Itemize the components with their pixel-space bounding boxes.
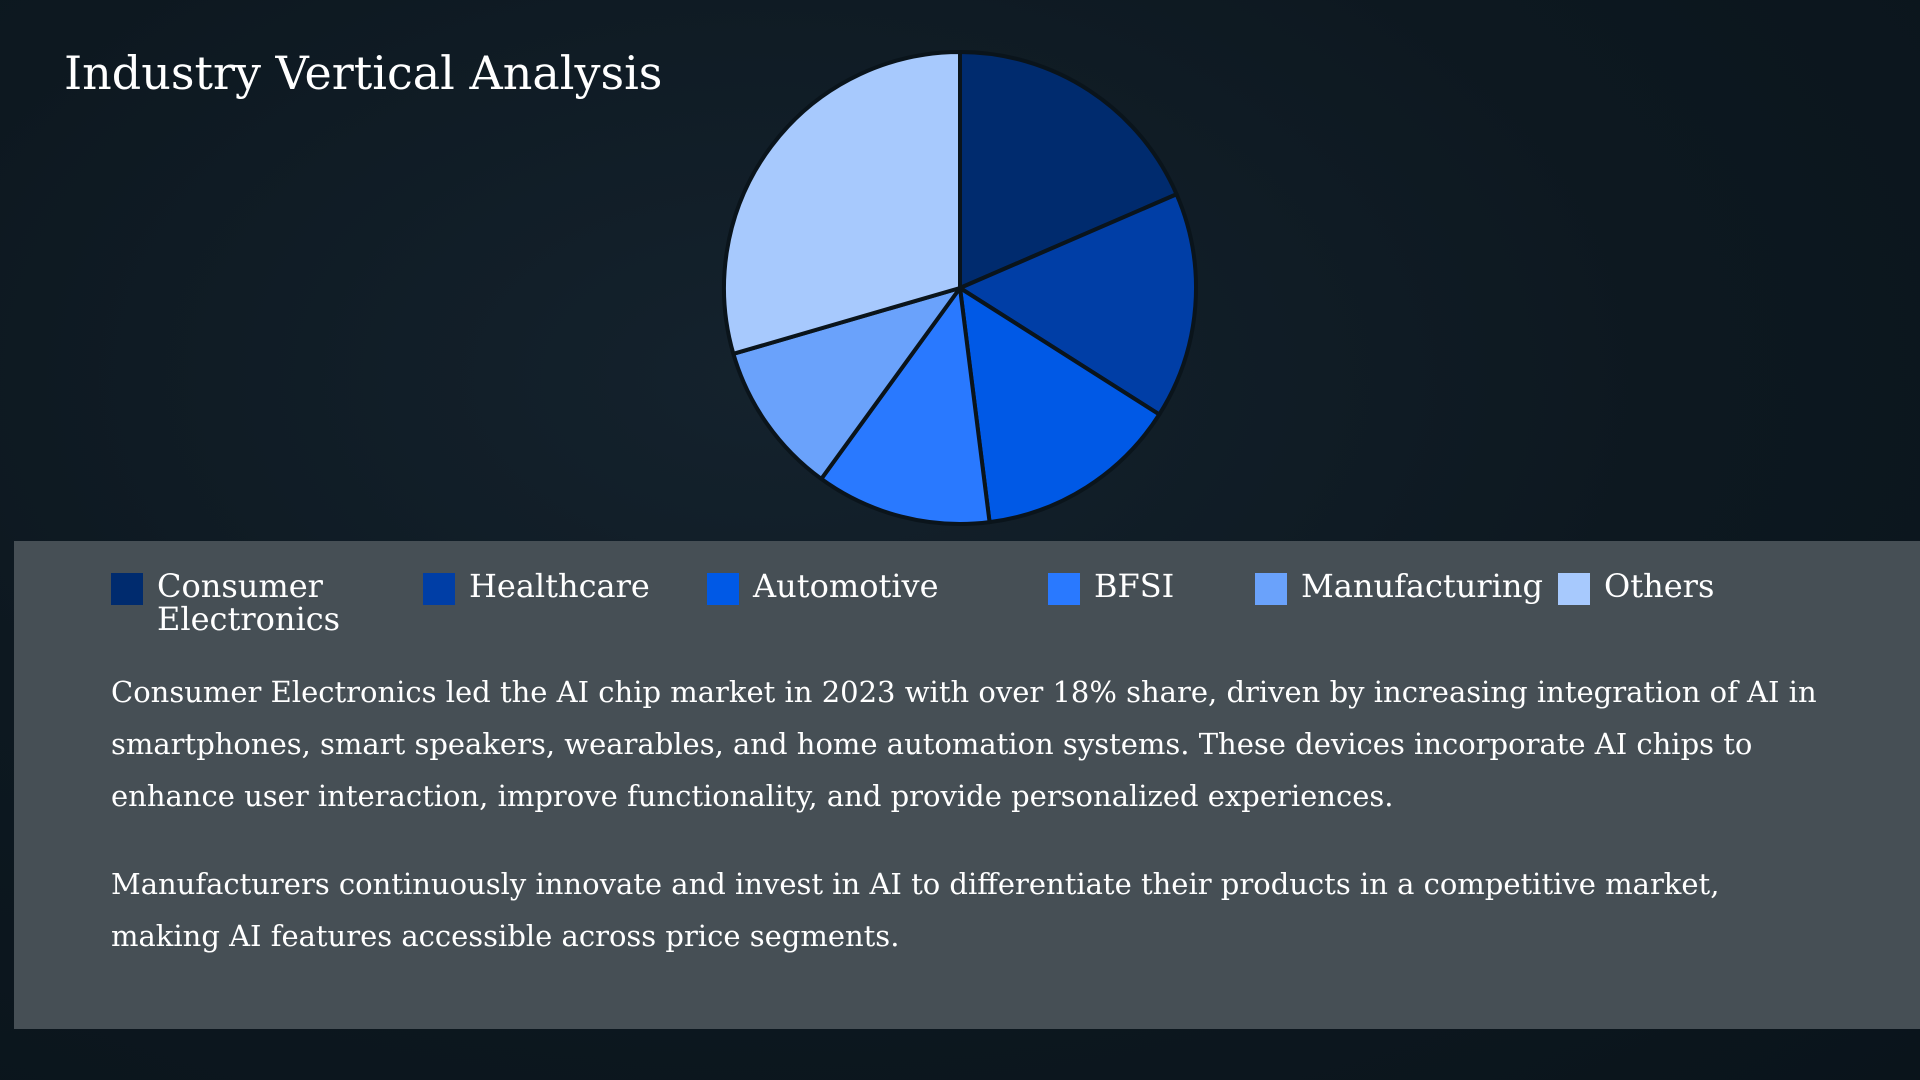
legend-item-manufacturing: Manufacturing [1255, 570, 1543, 605]
legend-swatch [111, 573, 143, 605]
legend-swatch [1558, 573, 1590, 605]
description-paragraph: Consumer Electronics led the AI chip mar… [111, 675, 1817, 813]
legend-label: Automotive [753, 567, 939, 605]
legend-item-others: Others [1558, 570, 1714, 605]
legend-swatch [423, 573, 455, 605]
description-paragraph: Manufacturers continuously innovate and … [111, 867, 1720, 953]
chart-legend: Consumer Electronics Healthcare Automoti… [14, 570, 1920, 640]
legend-label: Healthcare [469, 567, 650, 605]
pie-slice-manufacturing [731, 286, 962, 481]
legend-label: Manufacturing [1301, 567, 1543, 605]
pie-slice-consumer-electronics [958, 50, 1179, 290]
description-text: Consumer Electronics led the AI chip mar… [111, 666, 1831, 998]
legend-swatch [707, 573, 739, 605]
legend-label: BFSI [1094, 567, 1175, 605]
pie-chart-svg [722, 50, 1198, 526]
pie-slice-healthcare [958, 192, 1198, 417]
pie-slice-bfsi [819, 286, 992, 526]
legend-swatch [1048, 573, 1080, 605]
pie-slice-others [722, 50, 962, 356]
legend-item-consumer-electronics: Consumer Electronics [111, 567, 341, 638]
pie-chart [718, 46, 1202, 530]
legend-description-panel: Consumer Electronics Healthcare Automoti… [14, 541, 1920, 1029]
page-title: Industry Vertical Analysis [64, 46, 663, 100]
legend-swatch [1255, 573, 1287, 605]
legend-label: Consumer Electronics [157, 567, 341, 638]
legend-item-automotive: Automotive [707, 570, 939, 605]
legend-label: Others [1604, 567, 1715, 605]
pie-slice-automotive [958, 286, 1162, 525]
legend-item-healthcare: Healthcare [423, 570, 650, 605]
legend-item-bfsi: BFSI [1048, 570, 1174, 605]
